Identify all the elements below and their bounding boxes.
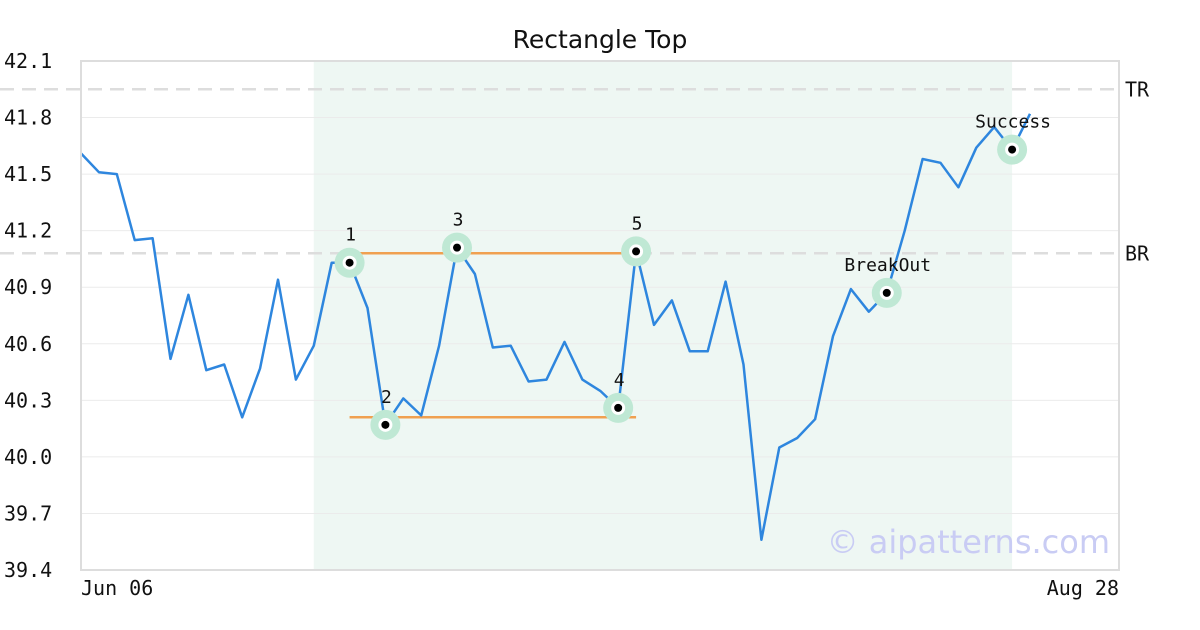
point-marker: 5 <box>621 213 652 267</box>
point-label: BreakOut <box>844 255 931 276</box>
point-label: 5 <box>632 213 643 234</box>
point-label: 1 <box>345 225 356 246</box>
y-tick-label: 39.4 <box>4 558 52 582</box>
point-marker: Success <box>975 112 1051 165</box>
y-tick-label: 41.8 <box>4 106 52 130</box>
y-tick-label: 40.3 <box>4 388 52 412</box>
marker-dot <box>381 420 390 429</box>
point-marker: 1 <box>334 225 365 278</box>
price-line <box>80 113 1032 542</box>
y-tick-label: 42.1 <box>4 49 52 73</box>
y-tick-label: 40.0 <box>4 445 52 469</box>
marker-dot <box>1008 145 1017 154</box>
y-tick-label: 41.2 <box>4 219 52 243</box>
pattern-zone <box>313 61 1013 570</box>
point-marker: 3 <box>442 210 473 263</box>
marker-dot <box>882 288 891 297</box>
point-label: 4 <box>614 370 625 391</box>
y-tick-label: 40.6 <box>4 332 52 356</box>
reference-label: BR <box>1125 241 1150 265</box>
marker-dot <box>614 403 623 412</box>
marker-dot <box>453 243 462 252</box>
plot-frame <box>80 60 1120 571</box>
point-marker: 4 <box>603 370 634 423</box>
y-tick-label: 40.9 <box>4 275 52 299</box>
pattern-points: 1 2 3 4 5 BreakOut Success <box>334 112 1051 440</box>
y-tick-label: 41.5 <box>4 162 52 186</box>
x-axis-ticks: Jun 06 Aug 28 <box>81 576 1119 600</box>
point-label: Success <box>975 112 1051 133</box>
point-marker: 2 <box>370 387 401 440</box>
watermark: © aipatterns.com <box>827 523 1110 561</box>
point-marker: BreakOut <box>844 255 931 308</box>
x-tick-label: Aug 28 <box>1047 576 1119 600</box>
reference-label: TR <box>1125 77 1150 101</box>
x-tick-label: Jun 06 <box>81 576 153 600</box>
marker-dot <box>345 258 354 267</box>
point-label: 3 <box>453 210 464 231</box>
chart-title: Rectangle Top <box>513 25 688 54</box>
marker-dot <box>632 247 641 256</box>
point-label: 2 <box>381 387 392 408</box>
y-tick-label: 39.7 <box>4 501 52 525</box>
y-axis-ticks: 42.1 41.8 41.5 41.2 40.9 40.6 40.3 40.0 39.7 39.4 <box>4 49 52 582</box>
